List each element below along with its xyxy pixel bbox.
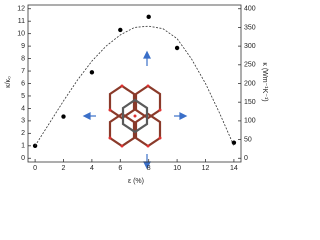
data-point (89, 70, 95, 75)
y2-tick-label: 300 (244, 43, 256, 50)
x-axis-label: ε (%) (128, 178, 144, 185)
chart: ε (%) κ/κ₀ κ (Wm⁻¹K⁻¹) 0 2 4 6 8 10 12 14012345… (5, 4, 268, 185)
x-tick-label: 2 (62, 165, 66, 172)
y2-tick-label: 50 (244, 136, 252, 143)
y2-tick-label: 250 (244, 62, 256, 69)
x-tick-label: 6 (118, 165, 122, 172)
y2-tick-label: 400 (244, 6, 256, 13)
x-tick-label: 14 (230, 165, 238, 172)
y2-tick-label: 0 (244, 155, 248, 162)
y-axis-label: κ/κ₀ (5, 76, 12, 88)
y-tick-label: 11 (18, 18, 25, 25)
data-point (174, 45, 180, 51)
y2-tick-label: 100 (244, 118, 256, 125)
x-tick-label: 0 (33, 165, 37, 172)
y-tick-label: 5 (21, 93, 25, 100)
y-tick-label: 4 (21, 105, 25, 112)
y-tick-label: 3 (21, 118, 25, 125)
x-tick-label: 12 (202, 165, 210, 172)
y-tick-label: 0 (21, 155, 25, 162)
y-tick-label: 6 (21, 80, 25, 87)
x-tick-label: 8 (147, 165, 151, 172)
data-point (231, 140, 237, 145)
y-tick-label: 7 (21, 68, 25, 75)
data-point (118, 27, 123, 33)
y2-tick-label: 150 (244, 99, 256, 106)
y2-axis-label: κ (Wm⁻¹K⁻¹) (261, 62, 268, 101)
x-tick-label: 10 (173, 165, 181, 172)
y-tick-label: 8 (21, 55, 25, 62)
y-tick-label: 12 (17, 6, 25, 13)
y-tick-label: 2 (21, 130, 25, 137)
data-point (61, 114, 66, 119)
y-tick-label: 10 (17, 31, 25, 38)
y-tick-label: 9 (21, 43, 25, 50)
structure-inset (82, 50, 188, 170)
y2-tick-label: 350 (244, 24, 256, 31)
fit-curve (34, 25, 235, 147)
y-tick-label: 1 (21, 143, 25, 150)
y2-tick-label: 200 (244, 80, 256, 87)
x-tick-label: 4 (90, 165, 94, 172)
data-point (146, 14, 151, 20)
